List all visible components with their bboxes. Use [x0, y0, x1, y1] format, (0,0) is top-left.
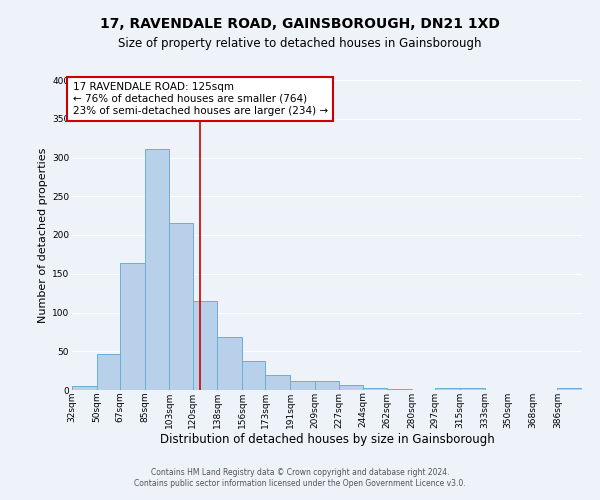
- Bar: [169, 224, 193, 390]
- Bar: [72, 386, 97, 390]
- Bar: [460, 388, 485, 390]
- Bar: [265, 376, 290, 390]
- Bar: [217, 338, 242, 390]
- Bar: [388, 389, 412, 390]
- Text: Contains HM Land Registry data © Crown copyright and database right 2024.
Contai: Contains HM Land Registry data © Crown c…: [134, 468, 466, 487]
- Bar: [557, 388, 582, 390]
- Y-axis label: Number of detached properties: Number of detached properties: [38, 148, 48, 322]
- Bar: [145, 149, 169, 390]
- Bar: [290, 382, 314, 390]
- Bar: [436, 388, 460, 390]
- Text: 17 RAVENDALE ROAD: 125sqm
← 76% of detached houses are smaller (764)
23% of semi: 17 RAVENDALE ROAD: 125sqm ← 76% of detac…: [73, 82, 328, 116]
- Text: Size of property relative to detached houses in Gainsborough: Size of property relative to detached ho…: [118, 38, 482, 51]
- Bar: [193, 301, 217, 390]
- Bar: [314, 382, 340, 390]
- Bar: [340, 384, 362, 390]
- X-axis label: Distribution of detached houses by size in Gainsborough: Distribution of detached houses by size …: [160, 434, 494, 446]
- Bar: [242, 360, 265, 390]
- Text: 17, RAVENDALE ROAD, GAINSBOROUGH, DN21 1XD: 17, RAVENDALE ROAD, GAINSBOROUGH, DN21 1…: [100, 18, 500, 32]
- Bar: [362, 388, 388, 390]
- Bar: [97, 354, 120, 390]
- Bar: [120, 263, 145, 390]
